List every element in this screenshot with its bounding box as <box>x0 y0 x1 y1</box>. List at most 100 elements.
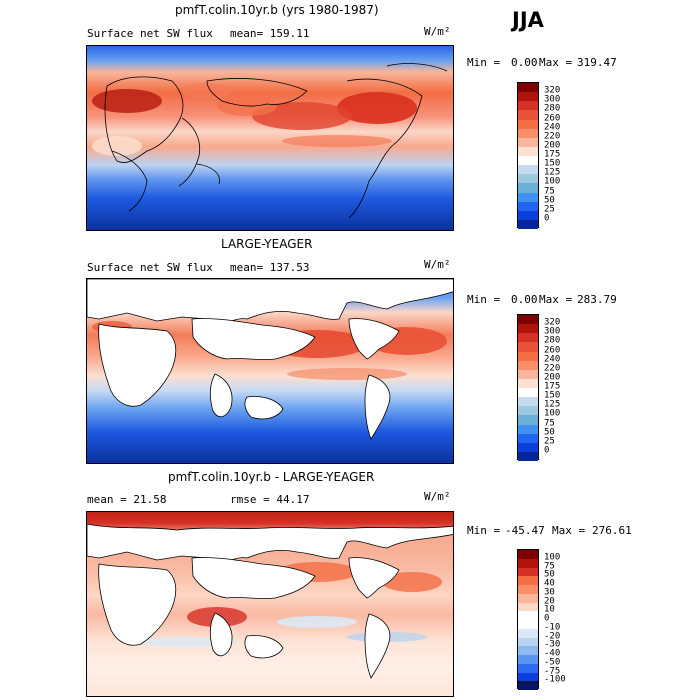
colorbar-label: 100 <box>544 552 561 563</box>
panel-1-units: W/m² <box>424 25 451 38</box>
colorbar-swatch <box>518 576 538 585</box>
colorbar-swatch <box>518 192 538 202</box>
colorbar-label: 100 <box>544 176 561 187</box>
panel-1-max-label: Max = <box>539 56 573 69</box>
colorbar-label: 0 <box>544 445 550 456</box>
colorbar-label: 280 <box>544 335 561 346</box>
colorbar-swatch <box>518 219 538 229</box>
panel-1-field-label: Surface net SW flux <box>87 27 213 40</box>
colorbar-label: 100 <box>544 408 561 419</box>
colorbar-swatch <box>518 550 538 559</box>
colorbar-label: 40 <box>544 578 555 589</box>
colorbar-swatch <box>518 351 538 361</box>
colorbar-swatch <box>518 146 538 156</box>
colorbar-swatch <box>518 83 538 93</box>
panel-3-min-label: Min = <box>467 524 501 537</box>
colorbar-label: 50 <box>544 427 555 438</box>
panel-1-map <box>86 45 454 231</box>
colorbar-swatch <box>518 433 538 443</box>
colorbar-swatch <box>518 342 538 352</box>
colorbar-label: 0 <box>544 613 550 624</box>
panel-3-max-value: 276.61 <box>592 524 632 537</box>
colorbar-swatch <box>518 602 538 612</box>
colorbar-label: 20 <box>544 596 555 606</box>
panel-2-max-value: 283.79 <box>577 293 617 306</box>
panel-2-mean: mean= 137.53 <box>230 261 310 274</box>
panel-3-units: W/m² <box>424 490 451 503</box>
colorbar-label: 50 <box>544 195 555 206</box>
colorbar-label: 30 <box>544 587 555 598</box>
colorbar-swatch <box>518 663 538 673</box>
colorbar-label: -40 <box>544 648 561 659</box>
colorbar-label: 280 <box>544 103 561 114</box>
colorbar-swatch <box>518 92 538 102</box>
colorbar-swatch <box>518 156 538 166</box>
colorbar-label: 150 <box>544 158 561 169</box>
colorbar-swatch <box>518 137 538 147</box>
panel-3-max-label: Max = <box>552 524 586 537</box>
colorbar-swatch <box>518 567 538 577</box>
colorbar-label: 50 <box>544 569 555 580</box>
colorbar-label: 75 <box>544 561 555 571</box>
colorbar-swatch <box>518 593 538 603</box>
colorbar-swatch <box>518 415 538 425</box>
colorbar-swatch <box>518 324 538 334</box>
colorbar-label: 175 <box>544 149 561 160</box>
colorbar-swatch <box>518 128 538 138</box>
colorbar-label: 10 <box>544 604 555 615</box>
colorbar-swatch <box>518 333 538 343</box>
colorbar-swatch <box>518 424 538 434</box>
panel-1-mean: mean= 159.11 <box>230 27 310 40</box>
colorbar-swatch <box>518 558 538 568</box>
colorbar-swatch <box>518 165 538 175</box>
panel-1-max-value: 319.47 <box>577 56 617 69</box>
colorbar-swatch <box>518 201 538 211</box>
panel-1-min-value: 0.00 <box>511 56 538 69</box>
colorbar-label: 200 <box>544 140 561 151</box>
colorbar-swatch <box>518 611 538 620</box>
colorbar-label: 75 <box>544 418 555 428</box>
colorbar-swatch <box>518 681 538 690</box>
colorbar-swatch <box>518 315 538 325</box>
panel-2-map-svg <box>87 279 453 463</box>
colorbar-swatch <box>518 369 538 379</box>
panel-1-min-label: Min = <box>467 56 501 69</box>
colorbar-label: 220 <box>544 131 561 142</box>
panel-1-map-svg <box>87 46 453 230</box>
colorbar-label: -30 <box>544 639 561 650</box>
colorbar-label: 150 <box>544 390 561 401</box>
colorbar-label: 260 <box>544 113 561 123</box>
colorbar-label: 75 <box>544 186 555 196</box>
panel-3-colorbar <box>517 549 539 690</box>
panel-2-title: LARGE-YEAGER <box>221 237 313 251</box>
colorbar-swatch <box>518 119 538 129</box>
panel-1-colorbar <box>517 82 539 229</box>
panel-3-map-svg <box>87 512 453 696</box>
colorbar-label: 25 <box>544 436 555 447</box>
panel-3-title: pmfT.colin.10yr.b - LARGE-YEAGER <box>168 470 375 484</box>
colorbar-swatch <box>518 110 538 120</box>
colorbar-label: 320 <box>544 317 561 328</box>
panel-3-map <box>86 511 454 697</box>
colorbar-swatch <box>518 585 538 594</box>
colorbar-label: 300 <box>544 326 561 337</box>
colorbar-swatch <box>518 620 538 629</box>
colorbar-swatch <box>518 655 538 664</box>
colorbar-swatch <box>518 672 538 682</box>
colorbar-label: 240 <box>544 354 561 365</box>
panel-3-min-value: -45.47 <box>505 524 545 537</box>
colorbar-label: 220 <box>544 363 561 374</box>
panel-2-map <box>86 278 454 464</box>
panel-2-units: W/m² <box>424 258 451 271</box>
colorbar-swatch <box>518 174 538 184</box>
panel-2-min-label: Min = <box>467 293 501 306</box>
colorbar-label: 25 <box>544 204 555 215</box>
colorbar-label: 320 <box>544 85 561 96</box>
colorbar-label: 0 <box>544 213 550 224</box>
colorbar-swatch <box>518 397 538 407</box>
colorbar-label: -10 <box>544 622 561 633</box>
colorbar-label: -100 <box>544 674 566 685</box>
season-label: JJA <box>512 8 544 32</box>
panel-3-rmse: rmse = 44.17 <box>230 493 310 506</box>
colorbar-label: 240 <box>544 122 561 133</box>
